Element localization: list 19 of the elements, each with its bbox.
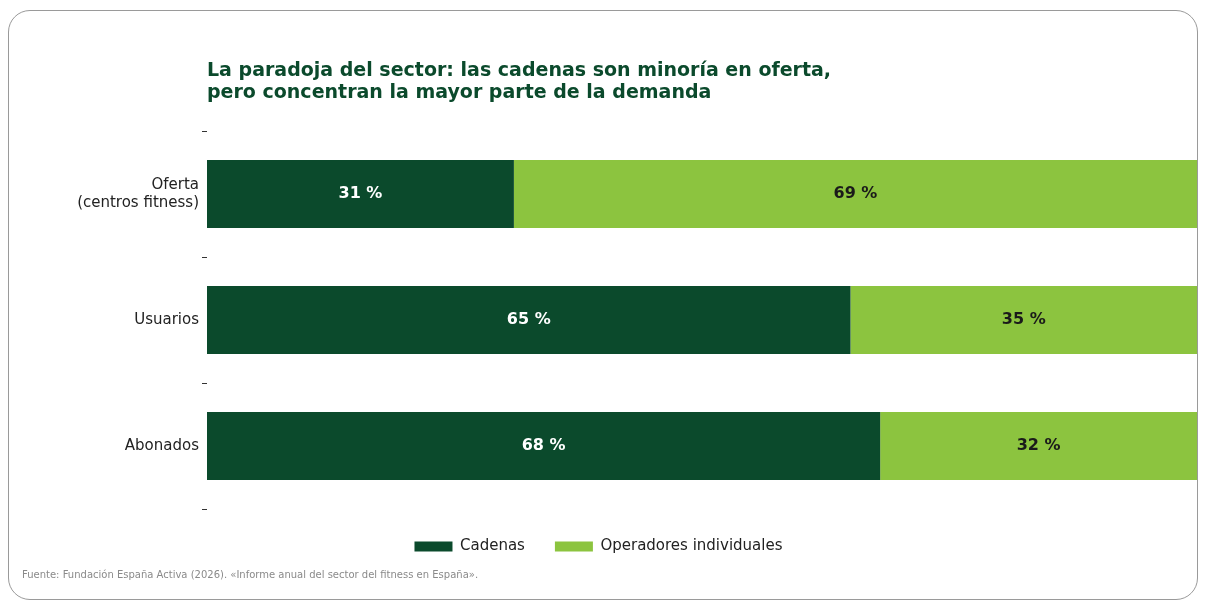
data-label: 68 % xyxy=(521,435,566,455)
y-tick-label: Usuarios xyxy=(134,309,200,328)
bar xyxy=(207,159,514,229)
data-label: 31 % xyxy=(338,183,383,203)
source-note: Fuente: Fundación España Activa (2026). «Informe anual del sector del fitness en España». xyxy=(22,569,479,580)
data-label: 65 % xyxy=(506,309,551,329)
bar xyxy=(850,285,1197,355)
y-tick-label: Abonados xyxy=(124,435,200,454)
y-tick-label: Oferta (centros fitness) xyxy=(77,174,199,211)
data-label: 69 % xyxy=(833,183,878,203)
bar xyxy=(207,411,881,481)
legend-label: Cadenas xyxy=(459,536,526,555)
chart-title: La paradoja del sector: las cadenas son minoría en oferta, pero concentran la mayor parte de la demanda xyxy=(207,58,832,102)
bar xyxy=(207,285,851,355)
data-label: 32 % xyxy=(1016,435,1061,455)
bar xyxy=(880,411,1197,481)
bar xyxy=(513,159,1197,229)
legend-label: Operadores individuales xyxy=(600,536,783,555)
data-label: 35 % xyxy=(1001,309,1046,329)
